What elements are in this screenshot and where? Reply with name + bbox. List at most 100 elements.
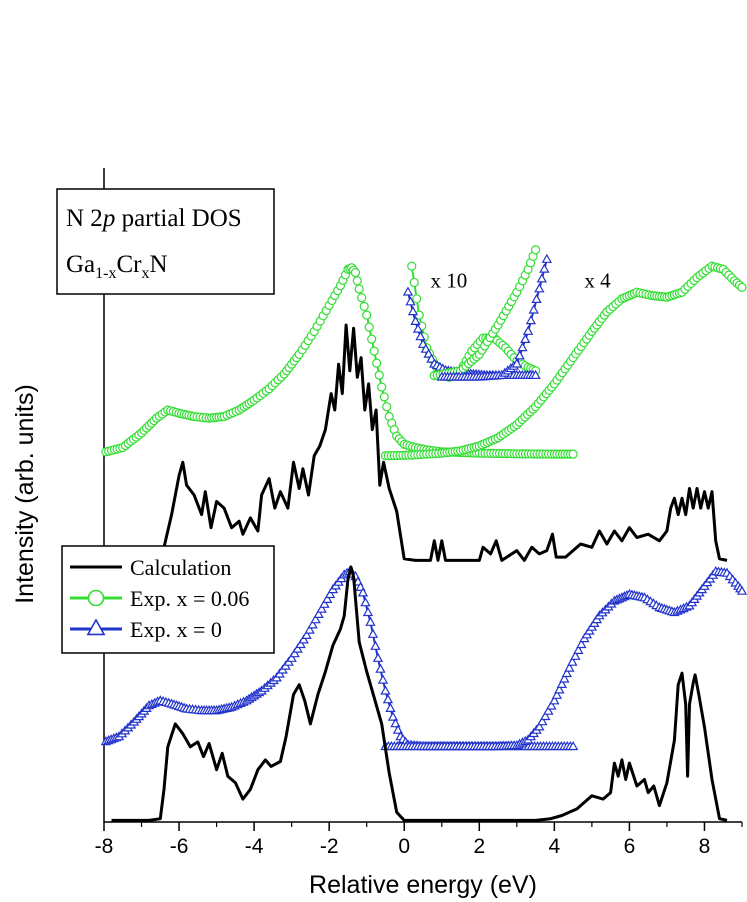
data-point [370, 640, 381, 650]
data-point [319, 598, 330, 608]
data-point [316, 603, 327, 613]
legend-label: Exp. x = 0.06 [130, 586, 249, 611]
x-tick-label: 6 [624, 835, 636, 858]
series-line [105, 266, 574, 456]
series-line [111, 323, 728, 562]
data-point [390, 718, 401, 728]
data-point [576, 638, 587, 649]
data-point [360, 597, 371, 607]
data-point [540, 710, 551, 721]
data-point [531, 293, 542, 303]
data-point [324, 588, 336, 599]
data-point [379, 392, 389, 402]
data-point [292, 643, 303, 653]
legend: Calculation Exp. x = 0.06 Exp. x = 0 [61, 545, 275, 654]
series-exp-x-0-06-conduction- [380, 261, 747, 461]
series-exp-x-0-conduction- [380, 565, 747, 751]
data-point [522, 325, 534, 335]
data-point [559, 673, 570, 683]
data-point [570, 650, 581, 660]
plot-area: -8 -6 -4 -2 0 2 4 6 8 x 10 x 4 [95, 168, 747, 858]
data-point [549, 695, 560, 705]
x-tick-label: 0 [398, 835, 410, 858]
legend-item: Exp. x = 0.06 [70, 586, 249, 611]
x-tick-label: 4 [549, 835, 561, 858]
data-point [354, 284, 364, 294]
data-point [573, 644, 584, 655]
info-prefix: N 2 [66, 205, 103, 232]
data-point [541, 253, 553, 263]
x-tick-label: -2 [320, 835, 339, 858]
data-point [530, 245, 541, 255]
formula-ga: Ga [66, 251, 95, 278]
data-point [352, 276, 362, 286]
data-point [307, 619, 318, 629]
data-point [409, 277, 419, 288]
data-point [357, 587, 369, 597]
data-point [537, 716, 548, 726]
legend-marker [86, 618, 106, 636]
data-point [365, 616, 376, 626]
data-point [359, 301, 369, 312]
data-point [286, 652, 297, 662]
data-point [412, 323, 424, 333]
data-point [367, 334, 377, 344]
data-point [514, 350, 525, 360]
legend-marker [87, 589, 105, 607]
data-point [357, 293, 367, 303]
formula-sub-x: x [141, 265, 149, 282]
data-point [369, 346, 379, 356]
series-calculation-x-0-06- [111, 323, 728, 562]
data-point [528, 304, 539, 314]
data-point [551, 689, 563, 699]
data-point [402, 286, 414, 296]
series-line [111, 565, 728, 822]
legend-item: Exp. x = 0 [70, 617, 222, 642]
info-suffix: partial DOS [115, 205, 241, 232]
data-point [385, 702, 396, 713]
data-point [567, 740, 579, 751]
x-ticks: -8 -6 -4 -2 0 2 4 6 8 [95, 822, 743, 858]
data-point [536, 273, 548, 283]
data-point [350, 268, 361, 278]
data-point [313, 608, 324, 619]
formula-cr: Cr [116, 251, 142, 278]
data-point [382, 694, 394, 704]
data-point [367, 628, 379, 638]
formula-sub-1mx: 1-x [95, 265, 116, 282]
scale-annotation: x 10 [431, 268, 468, 292]
data-point [295, 638, 306, 649]
data-point [364, 322, 374, 332]
series-calculation-x-0- [111, 565, 728, 822]
x-tick-label: -8 [95, 835, 114, 858]
data-point [543, 705, 554, 715]
legend-label: Exp. x = 0 [130, 617, 222, 642]
data-point [377, 382, 387, 392]
data-point [301, 629, 312, 640]
data-point [534, 721, 545, 731]
data-point [372, 358, 382, 368]
legend-label: Calculation [130, 555, 231, 580]
data-point [289, 648, 300, 658]
info-italic-p: p [101, 205, 116, 232]
data-point [372, 652, 384, 662]
data-point [415, 331, 426, 341]
data-point [546, 700, 557, 710]
info-box: N 2p partial DOS Ga1-xCrxN [56, 188, 275, 295]
data-point [736, 585, 747, 595]
series-x-4-inset-x-0- [436, 253, 553, 381]
x-tick-label: 2 [473, 835, 485, 858]
series-line [385, 265, 743, 457]
data-point [556, 678, 568, 689]
data-point [568, 449, 578, 459]
data-point [567, 656, 578, 666]
data-point [520, 333, 531, 343]
data-point [362, 606, 374, 617]
data-point [539, 263, 550, 273]
data-point [392, 724, 404, 734]
y-axis-label: Intensity (arb. units) [11, 384, 39, 604]
data-point [298, 634, 309, 644]
data-point [410, 315, 421, 325]
data-point [554, 684, 565, 694]
